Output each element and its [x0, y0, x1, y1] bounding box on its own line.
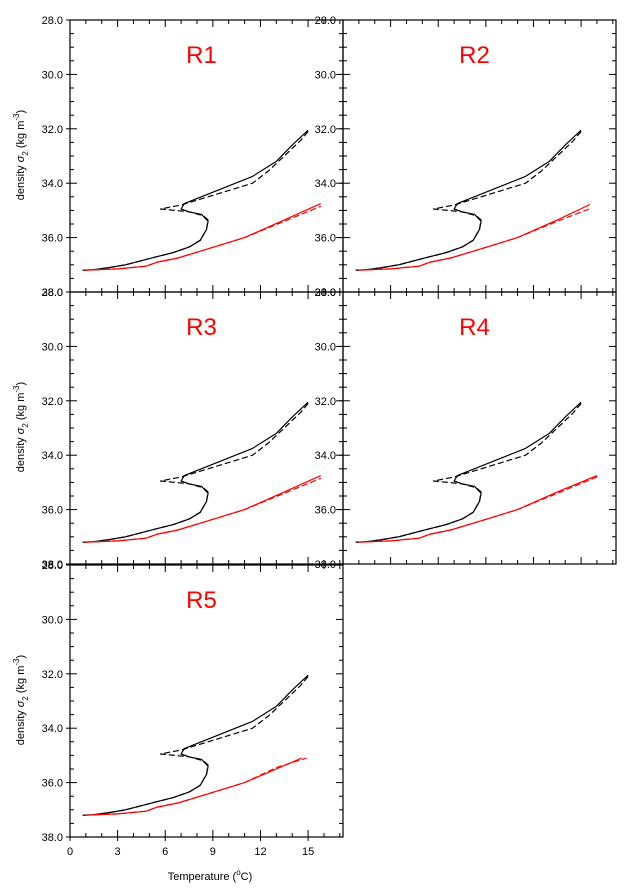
y-tick-label: 34.0 [315, 178, 336, 190]
y-tick-label: 32.0 [42, 396, 63, 408]
panel-r3: 28.0 30.0 32.0 34.0 36.0 38.0 R3 [42, 287, 344, 571]
y-axis-title-row1: density σ2 (kg m-3) [12, 110, 30, 200]
y-axis-title-row3: density σ2 (kg m-3) [12, 655, 30, 745]
panel-title: R1 [186, 42, 217, 69]
panel-title: R2 [459, 42, 490, 69]
series-line-warm-solid [85, 475, 322, 543]
x-axis-title: Temperature (oC) [168, 868, 253, 883]
y-tick-label: 36.0 [42, 778, 63, 790]
x-tick-label: 9 [210, 846, 216, 858]
y-tick-label: 30.0 [42, 69, 63, 81]
panel-title: R4 [459, 314, 490, 341]
series-line-ref-dashed [355, 131, 582, 271]
y-tick-label: 32.0 [315, 124, 336, 136]
y-tick-label: 38.0 [42, 287, 63, 299]
series-line-ref-dashed [355, 403, 582, 543]
y-tick-label: 38.0 [42, 559, 63, 571]
y-tick-label: 28.0 [315, 287, 336, 299]
y-tick-label: 36.0 [315, 233, 336, 245]
panel-r5: 28.0 30.0 32.0 34.0 36.0 38.0 0 3 6 9 12 15 R5 [42, 560, 344, 858]
y-tick-label: 36.0 [42, 505, 63, 517]
y-tick-label: 36.0 [315, 505, 336, 517]
y-tick-label: 30.0 [42, 341, 63, 353]
panels-group: 28.0 30.0 32.0 34.0 36.0 38.0 R1 28.0 30.0 32.0 34… [42, 15, 617, 858]
series-line-warm-solid [358, 203, 590, 271]
series-line-warm-dashed [85, 205, 322, 271]
y-tick-label: 34.0 [42, 723, 63, 735]
x-tick-label: 15 [302, 846, 314, 858]
y-tick-label: 34.0 [315, 450, 336, 462]
series-line-ref-solid [82, 129, 309, 271]
y-tick-label: 36.0 [42, 233, 63, 245]
y-tick-label: 28.0 [42, 287, 63, 299]
series-line-warm-solid [358, 475, 598, 543]
y-tick-label: 32.0 [315, 396, 336, 408]
series-line-warm-dashed [358, 208, 590, 271]
y-axis-title-row2: density σ2 (kg m-3) [12, 382, 30, 472]
y-tick-label: 30.0 [315, 341, 336, 353]
y-tick-label: 28.0 [315, 15, 336, 27]
series-line-warm-solid [85, 203, 322, 271]
panel-r1: 28.0 30.0 32.0 34.0 36.0 38.0 R1 [42, 15, 344, 299]
series-line-ref-solid [82, 674, 309, 816]
y-tick-label: 32.0 [42, 669, 63, 681]
series-line-ref-solid [355, 129, 582, 271]
x-tick-label: 3 [115, 846, 121, 858]
series-line-warm-solid [85, 757, 302, 816]
y-tick-label: 28.0 [42, 560, 63, 572]
panel-r2: 28.0 30.0 32.0 34.0 36.0 38.0 R2 [315, 15, 617, 299]
panel-r4: 28.0 30.0 32.0 34.0 36.0 38.0 R4 [315, 287, 617, 571]
x-tick-label: 12 [254, 846, 266, 858]
panel-title: R3 [186, 314, 217, 341]
series-line-ref-dashed [82, 403, 309, 543]
series-line-ref-solid [82, 401, 309, 543]
y-tick-label: 34.0 [42, 178, 63, 190]
x-tick-label: 0 [67, 846, 73, 858]
series-line-warm-dashed [85, 757, 307, 816]
y-tick-label: 34.0 [42, 450, 63, 462]
series-line-ref-dashed [82, 676, 309, 816]
series-line-warm-dashed [358, 475, 601, 543]
series-line-warm-dashed [85, 477, 322, 543]
x-tick-label: 6 [162, 846, 168, 858]
y-tick-label: 30.0 [315, 69, 336, 81]
y-tick-label: 38.0 [315, 287, 336, 299]
y-tick-label: 38.0 [42, 832, 63, 844]
series-line-ref-solid [355, 401, 582, 543]
y-tick-label: 32.0 [42, 124, 63, 136]
y-tick-label: 28.0 [42, 15, 63, 27]
series-line-ref-dashed [82, 131, 309, 271]
panel-title: R5 [186, 587, 217, 614]
y-tick-label: 30.0 [42, 614, 63, 626]
